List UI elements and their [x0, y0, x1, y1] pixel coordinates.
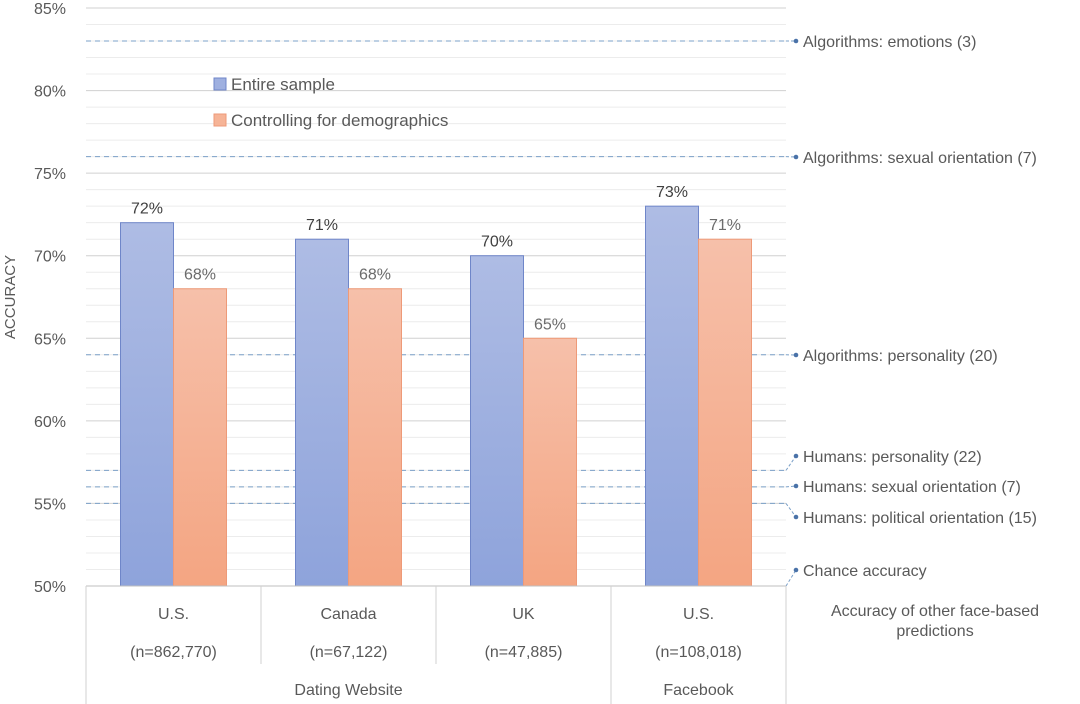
- bar-entire-sample: [295, 238, 349, 587]
- reference-dot: [793, 38, 799, 44]
- reference-dot: [793, 453, 799, 459]
- side-caption: Accuracy of other face-based predictions: [831, 603, 1039, 640]
- reference-dot: [793, 514, 799, 520]
- reference-dot: [793, 154, 799, 160]
- reference-label: Humans: sexual orientation (7): [803, 479, 1021, 496]
- legend-swatch-controlling: [213, 113, 227, 127]
- reference-label: Algorithms: emotions (3): [803, 34, 976, 51]
- x-category-label: UK: [512, 606, 535, 623]
- bar-entire-sample: [645, 205, 699, 587]
- y-tick-label: 85%: [34, 1, 66, 18]
- bar-data-label: 70%: [481, 234, 513, 251]
- axes: [85, 585, 787, 704]
- bar-data-label: 71%: [709, 217, 741, 234]
- y-tick-label: 50%: [34, 579, 66, 596]
- bar-data-label: 71%: [306, 217, 338, 234]
- y-tick-label: 70%: [34, 249, 66, 266]
- reference-label: Chance accuracy: [803, 563, 927, 580]
- bar-controlling-demographics: [698, 238, 752, 587]
- x-sample-size-label: (n=862,770): [130, 644, 217, 661]
- y-tick-label: 80%: [34, 84, 66, 101]
- reference-leader: [785, 485, 797, 488]
- x-sample-size-label: (n=67,122): [310, 644, 388, 661]
- reference-label: Humans: political orientation (15): [803, 510, 1037, 527]
- x-sample-size-label: (n=108,018): [655, 644, 742, 661]
- y-axis-title: ACCURACY: [2, 255, 19, 339]
- reference-dot: [793, 567, 799, 573]
- bar-controlling-demographics: [523, 337, 577, 587]
- bar-data-label: 65%: [534, 316, 566, 333]
- bar-data-label: 72%: [131, 201, 163, 218]
- x-group-label: Facebook: [663, 682, 734, 699]
- bar-data-label: 68%: [184, 267, 216, 284]
- bar-data-label: 68%: [359, 267, 391, 284]
- y-tick-label: 75%: [34, 166, 66, 183]
- legend-swatch-entire: [213, 77, 227, 91]
- bar-controlling-demographics: [348, 288, 402, 587]
- x-group-label: Dating Website: [294, 682, 402, 699]
- legend-label: Entire sample: [231, 75, 335, 94]
- y-tick-label: 65%: [34, 331, 66, 348]
- bar-entire-sample: [120, 222, 174, 587]
- x-sample-size-label: (n=47,885): [485, 644, 563, 661]
- bars: [120, 205, 752, 587]
- x-category-label: U.S.: [683, 606, 714, 623]
- x-category-label: U.S.: [158, 606, 189, 623]
- reference-dot: [793, 483, 799, 489]
- reference-leader: [785, 455, 797, 471]
- reference-leader: [785, 569, 797, 587]
- reference-dot: [793, 352, 799, 358]
- reference-label: Algorithms: sexual orientation (7): [803, 150, 1037, 167]
- bar-entire-sample: [470, 255, 524, 587]
- reference-lines: [86, 38, 799, 587]
- reference-leader: [785, 503, 797, 518]
- y-tick-label: 60%: [34, 414, 66, 431]
- reference-label: Humans: personality (22): [803, 449, 982, 466]
- bar-controlling-demographics: [173, 288, 227, 587]
- labels: 50% 55% 60% 65% 70% 75% 80% 85% ACCURACY Algorith…: [2, 1, 1039, 699]
- legend-label: Controlling for demographics: [231, 111, 448, 130]
- x-category-label: Canada: [320, 606, 376, 623]
- y-tick-label: 55%: [34, 496, 66, 513]
- reference-label: Algorithms: personality (20): [803, 348, 998, 365]
- bar-data-label: 73%: [656, 184, 688, 201]
